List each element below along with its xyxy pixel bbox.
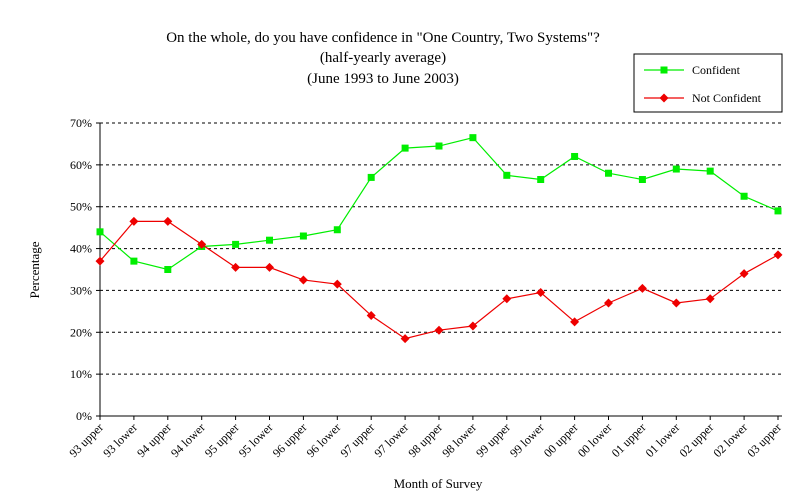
y-tick-labels: 0% 10% 20% 30% 40% 50% 60% 70%: [70, 116, 92, 423]
data-point: [266, 236, 273, 244]
data-point: [660, 66, 668, 74]
data-point: [366, 311, 376, 321]
data-point: [468, 321, 478, 331]
x-tick-label: 97 upper: [337, 420, 377, 460]
data-point: [96, 228, 104, 236]
x-tick-label: 99 upper: [473, 420, 513, 460]
y-tick-label: 30%: [70, 283, 92, 297]
data-point: [333, 226, 341, 234]
x-tick-label: 93 lower: [100, 420, 140, 460]
legend: Confident Not Confident: [633, 53, 783, 113]
x-tick-label: 00 upper: [541, 420, 581, 460]
x-tick-label: 98 upper: [405, 420, 445, 460]
data-point: [367, 173, 375, 181]
x-tick-label: 95 upper: [202, 420, 242, 460]
data-point: [605, 169, 612, 177]
data-point: [774, 207, 782, 215]
legend-item: Not Confident: [644, 91, 762, 105]
series-line: [99, 220, 779, 340]
data-point: [672, 165, 680, 173]
y-tick-label: 10%: [70, 367, 92, 381]
data-point: [95, 256, 105, 266]
x-tick-label: 01 lower: [643, 420, 683, 460]
data-point: [332, 279, 342, 289]
data-point: [659, 93, 669, 103]
legend-label: Confident: [692, 63, 741, 77]
data-point: [265, 262, 274, 272]
x-axis-label: Month of Survey: [394, 476, 483, 491]
y-tick-label: 60%: [70, 158, 92, 172]
y-tick-label: 0%: [76, 409, 92, 423]
x-tick-label: 95 lower: [236, 420, 276, 460]
data-point: [570, 317, 580, 327]
data-point: [400, 334, 410, 344]
y-axis-label: Percentage: [27, 241, 42, 298]
data-point: [231, 262, 241, 272]
data-point: [164, 266, 172, 273]
chart-subtitle-1: (half-yearly average): [320, 50, 446, 66]
axes: [96, 122, 782, 420]
legend-box: [633, 53, 783, 113]
x-tick-label: 99 lower: [507, 420, 547, 460]
x-tick-label: 02 upper: [676, 420, 716, 460]
y-tick-label: 40%: [70, 242, 92, 256]
data-point: [298, 275, 308, 285]
series-not-confident: [95, 216, 783, 344]
data-point: [232, 240, 240, 248]
x-tick-label: 97 lower: [371, 420, 411, 460]
data-point: [197, 239, 207, 249]
y-tick-label: 50%: [70, 200, 92, 214]
series: [95, 134, 783, 344]
data-point: [604, 298, 613, 308]
x-tick-label: 96 upper: [270, 420, 310, 460]
x-tick-label: 03 upper: [744, 420, 784, 460]
data-point: [671, 298, 681, 308]
data-point: [299, 232, 307, 240]
x-tick-label: 94 lower: [168, 420, 208, 460]
data-point: [739, 269, 749, 279]
legend-label: Not Confident: [692, 91, 762, 105]
data-point: [401, 144, 409, 152]
x-tick-label: 93 upper: [66, 420, 106, 460]
data-point: [129, 216, 139, 226]
x-tick-label: 01 upper: [609, 420, 649, 460]
chart-subtitle-2: (June 1993 to June 2003): [307, 71, 459, 87]
data-point: [130, 257, 138, 265]
y-tick-label: 70%: [70, 116, 92, 130]
x-tick-label: 00 lower: [575, 420, 615, 460]
data-point: [773, 250, 783, 260]
legend-item: Confident: [644, 63, 741, 77]
data-point: [503, 171, 511, 179]
data-point: [637, 283, 647, 293]
x-tick-label: 96 lower: [304, 420, 344, 460]
y-tick-label: 20%: [70, 325, 92, 339]
data-point: [537, 176, 545, 184]
data-point: [434, 325, 444, 335]
data-point: [536, 288, 546, 298]
x-tick-label: 98 lower: [439, 420, 479, 460]
data-point: [163, 216, 173, 226]
data-point: [706, 167, 714, 175]
data-point: [705, 294, 715, 304]
data-point: [469, 134, 477, 142]
data-point: [571, 152, 579, 160]
x-tick-label: 94 upper: [134, 420, 174, 460]
x-tick-label: 02 lower: [710, 420, 750, 460]
chart-title: On the whole, do you have confidence in …: [166, 30, 600, 46]
data-point: [502, 294, 512, 304]
data-point: [435, 142, 443, 150]
series-confident: [96, 134, 782, 273]
data-point: [740, 192, 748, 200]
data-point: [638, 176, 646, 184]
